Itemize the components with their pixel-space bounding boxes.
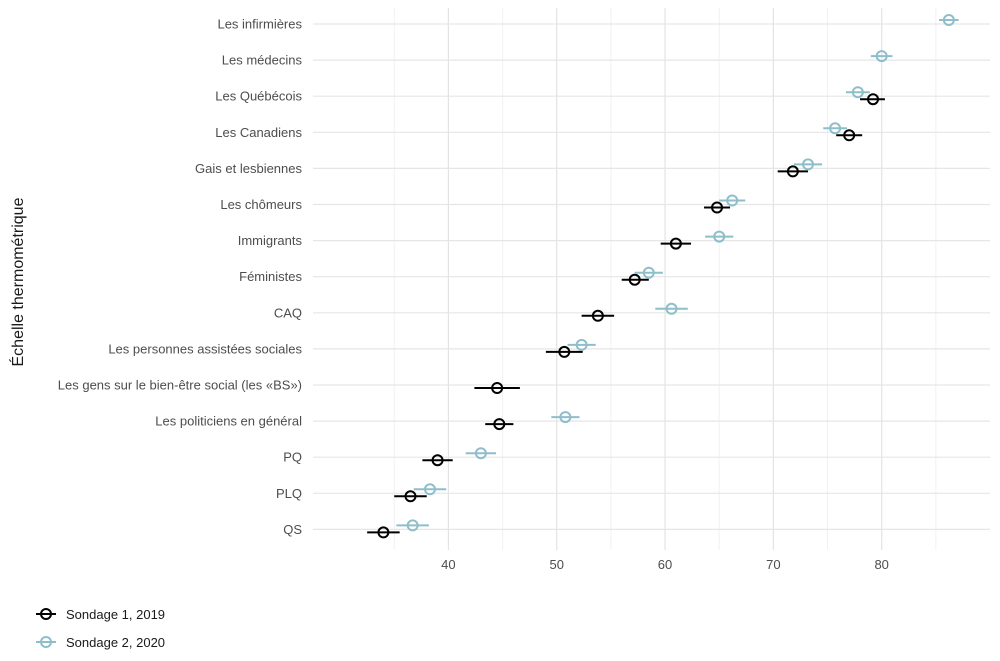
data-point [377, 526, 390, 539]
x-tick-label: 40 [441, 557, 455, 572]
x-tick-label: 70 [766, 557, 780, 572]
data-point [493, 418, 506, 431]
data-point [558, 345, 571, 358]
data-point [423, 483, 436, 496]
data-point [404, 490, 417, 503]
series-1 [367, 93, 885, 539]
data-point [786, 165, 799, 178]
x-tick-label: 50 [549, 557, 563, 572]
y-tick-label: Gais et lesbiennes [195, 161, 302, 176]
y-tick-label: Les infirmières [217, 17, 302, 32]
data-points [367, 14, 959, 539]
legend-label-series-2: Sondage 2, 2020 [66, 634, 166, 650]
legend-item-series-2: Sondage 2, 2020 [34, 628, 165, 656]
y-axis-title: Échelle thermométrique [8, 197, 27, 366]
data-point [726, 194, 739, 207]
data-point [431, 454, 444, 467]
data-point [875, 50, 888, 63]
series-2 [396, 14, 959, 532]
data-point [474, 447, 487, 460]
y-tick-label: PQ [283, 450, 302, 465]
legend-marker-series-2 [36, 636, 56, 648]
data-point [802, 158, 815, 171]
y-tick-label: CAQ [274, 305, 302, 320]
legend: Sondage 1, 2019 Sondage 2, 2020 [34, 600, 165, 656]
y-axis: Les infirmières Les médecins Les Québécois… [58, 17, 303, 537]
data-point [559, 411, 572, 424]
legend-marker-series-1 [36, 608, 56, 620]
data-point [575, 338, 588, 351]
legend-label-series-1: Sondage 1, 2019 [66, 606, 166, 622]
data-point [851, 86, 864, 99]
y-tick-label: Immigrants [238, 233, 303, 248]
data-point [669, 237, 682, 250]
grid [313, 8, 990, 550]
y-tick-label: Les Canadiens [215, 125, 302, 140]
data-point [713, 230, 726, 243]
y-tick-label: Les personnes assistées sociales [108, 341, 302, 356]
data-point [942, 14, 955, 26]
y-tick-label: Féministes [239, 269, 302, 284]
data-point [591, 309, 604, 322]
data-point [843, 129, 856, 142]
y-tick-label: Les médecins [222, 53, 303, 68]
x-tick-label: 80 [874, 557, 888, 572]
y-tick-label: Les chômeurs [220, 197, 302, 212]
data-point [829, 122, 842, 135]
x-axis: 40 50 60 70 80 [441, 557, 889, 572]
data-point [642, 266, 655, 279]
y-tick-label: PLQ [276, 486, 302, 501]
data-point [628, 273, 641, 286]
data-point [665, 302, 678, 315]
x-tick-label: 60 [658, 557, 672, 572]
y-tick-label: Les politiciens en général [155, 414, 302, 429]
data-point [711, 201, 724, 214]
data-point [491, 382, 504, 394]
data-point [406, 519, 419, 532]
y-tick-label: QS [283, 522, 302, 537]
y-tick-label: Les Québécois [215, 89, 302, 104]
data-point [867, 93, 880, 106]
y-tick-label: Les gens sur le bien-être social (les «B… [58, 378, 302, 393]
legend-item-series-1: Sondage 1, 2019 [34, 600, 165, 628]
